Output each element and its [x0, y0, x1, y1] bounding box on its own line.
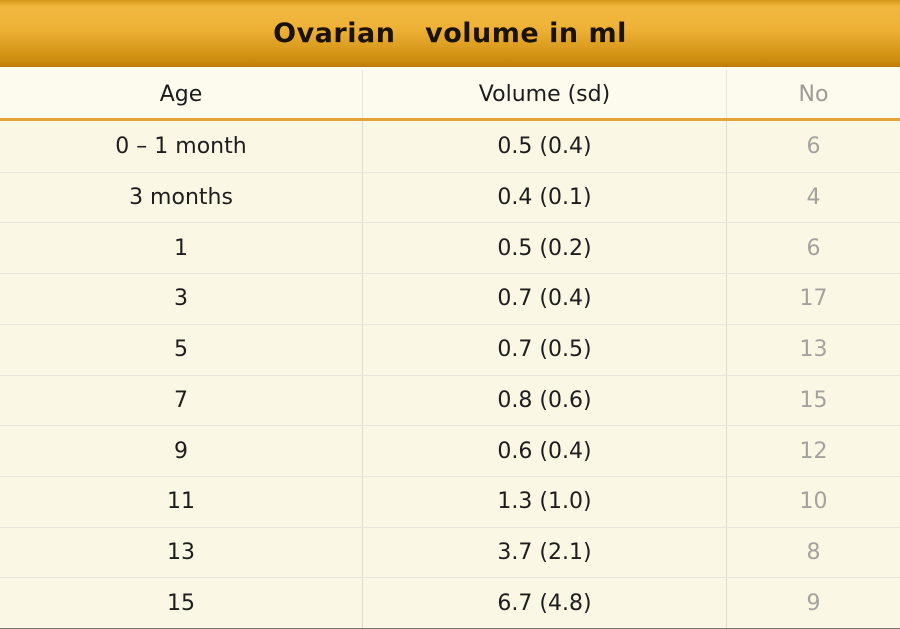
- volume-cell: 0.5 (0.4): [363, 121, 727, 172]
- column-header-age: Age: [0, 70, 363, 118]
- column-header-volume: Volume (sd): [363, 70, 727, 118]
- volume-cell: 0.6 (0.4): [363, 426, 727, 476]
- volume-cell: 1.3 (1.0): [363, 476, 727, 527]
- age-cell: 3: [0, 274, 363, 324]
- column-header-no: No: [798, 81, 829, 107]
- table-row: 13 3.7 (2.1) 8: [0, 526, 900, 578]
- age-cell: 15: [0, 578, 363, 628]
- table-row: 1 0.5 (0.2) 6: [0, 222, 900, 274]
- volume-cell: 6.7 (4.8): [363, 578, 727, 628]
- volume-cell: 0.7 (0.4): [363, 274, 727, 324]
- age-cell: 1: [0, 223, 363, 274]
- age-cell: 3 months: [0, 172, 363, 223]
- no-cell: 4: [806, 185, 821, 211]
- age-cell: 0 – 1 month: [0, 121, 363, 172]
- no-cell: 6: [806, 235, 821, 261]
- banner-divider: [0, 67, 900, 70]
- volume-cell: 0.4 (0.1): [363, 172, 727, 223]
- title-banner: Ovarian volume in ml: [0, 0, 900, 67]
- volume-cell: 0.7 (0.5): [363, 324, 727, 375]
- no-cell: 17: [799, 286, 828, 312]
- table-row: 9 0.6 (0.4) 12: [0, 425, 900, 476]
- volume-cell: 0.5 (0.2): [363, 223, 727, 274]
- table-row: 0 – 1 month 0.5 (0.4) 6: [0, 121, 900, 172]
- table-row: 15 6.7 (4.8) 9: [0, 577, 900, 628]
- age-cell: 13: [0, 527, 363, 578]
- table-row: 11 1.3 (1.0) 10: [0, 475, 900, 527]
- table-body: 0 – 1 month 0.5 (0.4) 6 3 months 0.4 (0.…: [0, 121, 900, 628]
- page-title: Ovarian volume in ml: [273, 18, 627, 49]
- table-row: 3 months 0.4 (0.1) 4: [0, 171, 900, 223]
- age-cell: 9: [0, 426, 363, 476]
- table-row: 7 0.8 (0.6) 15: [0, 374, 900, 426]
- age-cell: 7: [0, 375, 363, 426]
- no-cell: 13: [799, 337, 828, 363]
- header-accent-rule: [0, 118, 900, 121]
- table-row: 3 0.7 (0.4) 17: [0, 273, 900, 324]
- no-cell: 8: [806, 539, 821, 565]
- no-cell: 9: [806, 590, 821, 616]
- table-header-row: Age Volume (sd) No: [0, 70, 900, 118]
- volume-cell: 0.8 (0.6): [363, 375, 727, 426]
- volume-cell: 3.7 (2.1): [363, 527, 727, 578]
- no-cell: 10: [799, 489, 828, 515]
- no-cell: 6: [806, 133, 821, 159]
- age-cell: 11: [0, 476, 363, 527]
- no-cell: 15: [799, 387, 828, 413]
- no-cell: 12: [799, 438, 828, 464]
- age-cell: 5: [0, 324, 363, 375]
- table-row: 5 0.7 (0.5) 13: [0, 323, 900, 375]
